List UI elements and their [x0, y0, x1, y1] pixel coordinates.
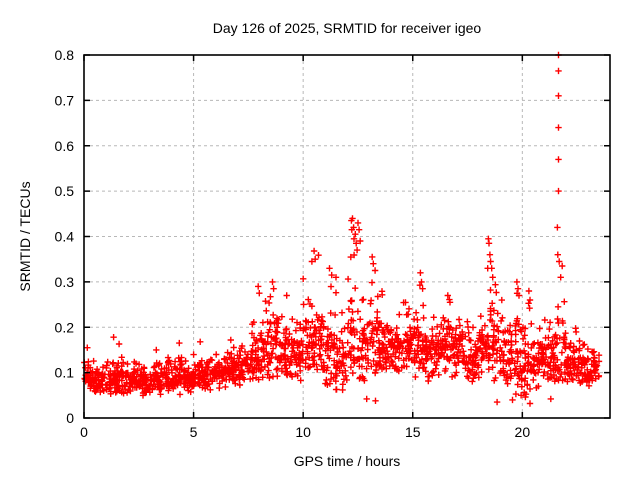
tick-labels: 0 5 10 15 20 0 0.1 0.2 0.3 0.4 0.5 0.6 0.7 0.8 [55, 47, 531, 440]
axis-ticks [83, 54, 610, 419]
data-points [81, 51, 603, 407]
y-tick-label: 0.3 [55, 274, 75, 290]
y-tick-label: 0 [66, 410, 74, 426]
x-tick-label: 0 [80, 424, 88, 440]
scatter-points [81, 51, 603, 407]
chart-title: Day 126 of 2025, SRMTID for receiver ige… [213, 20, 482, 36]
y-tick-label: 0.4 [55, 229, 75, 245]
y-tick-label: 0.6 [55, 138, 75, 154]
y-tick-label: 0.1 [55, 365, 75, 381]
y-tick-label: 0.8 [55, 47, 75, 63]
y-tick-label: 0.5 [55, 183, 75, 199]
x-tick-label: 5 [190, 424, 198, 440]
x-tick-label: 10 [295, 424, 311, 440]
y-tick-label: 0.7 [55, 92, 75, 108]
x-axis-label: GPS time / hours [294, 453, 401, 469]
y-axis-label: SRMTID / TECUs [17, 181, 33, 291]
x-tick-label: 15 [405, 424, 421, 440]
y-tick-label: 0.2 [55, 319, 75, 335]
x-tick-label: 20 [515, 424, 531, 440]
